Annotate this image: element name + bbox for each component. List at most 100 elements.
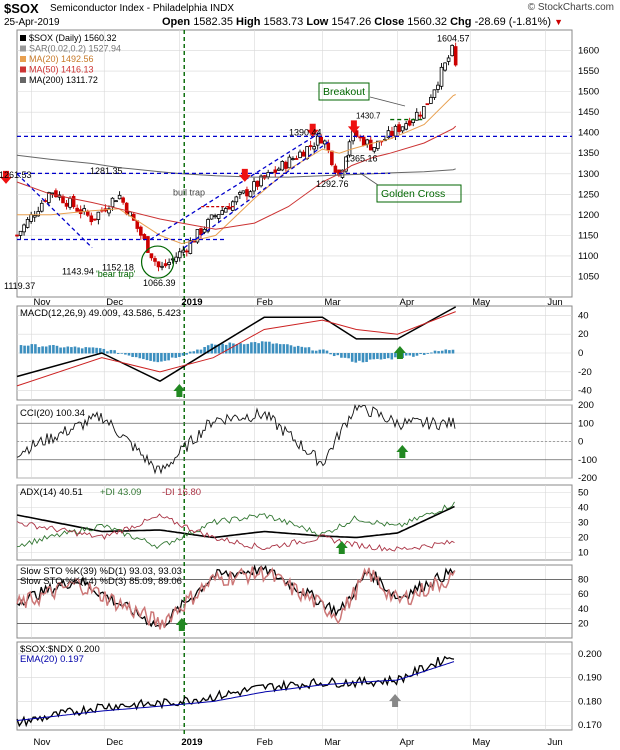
macd-histogram-bar [124,353,127,355]
ratio-legend: $SOX:$NDX 0.200 [20,644,100,655]
high-label: High [236,16,261,28]
macd-histogram-bar [109,349,113,354]
price-annotation: 1430.7 [356,111,381,120]
close-value: 1560.32 [407,16,448,28]
candle-body [365,139,370,145]
macd-histogram-bar [116,353,120,354]
sto-line-0 [16,564,456,629]
candle-body [252,181,256,192]
macd-histogram-bar [394,353,397,358]
x-axis-label: Feb [257,737,273,748]
macd-histogram-bar [181,353,185,356]
panel-frame-price [16,29,573,298]
y-tick-label: 40 [578,604,589,615]
change-value: -28.69 (-1.81%) [474,16,551,28]
candle-body [418,114,423,117]
adx-line-0 [16,505,455,539]
macd-histogram-bar [156,353,160,363]
candle-body [315,135,320,146]
legend-entry: $SOX (Daily) 1560.32 [29,33,117,43]
macd-histogram-bar [311,350,314,354]
legend-entry: MA(50) 1416.13 [29,65,94,75]
y-tick-label: 40 [578,503,589,514]
macd-histogram-bar [44,346,48,354]
candle-body [149,253,154,259]
candle-body [319,136,324,144]
y-tick-label: 30 [578,518,589,529]
price-annotation: Golden Cross [381,188,445,200]
candle-body [305,146,309,159]
candle-body [22,224,26,233]
y-tick-label: 50 [578,488,589,499]
candle-body [139,226,143,236]
candle-body [64,202,69,207]
candle-body [241,190,246,194]
chart-date: 25-Apr-2019 [4,17,60,28]
macd-histogram-bar [325,350,329,354]
macd-histogram-bar [415,353,419,356]
breakout-label-box [318,82,370,101]
adx-legend: ADX(14) 40.51 [20,487,83,498]
y-tick-label: 100 [578,418,594,429]
macd-histogram-bar [84,347,88,354]
legend-entry: SAR(0.02,0.2) 1527.94 [29,44,121,54]
y-tick-label: 1050 [578,271,599,282]
macd-histogram-bar [224,344,228,354]
candle-body [376,140,380,149]
candle-body [386,130,391,139]
candle-body [188,240,193,254]
macd-histogram-bar [278,344,282,354]
stockcharts-attribution: © StockCharts.com [527,2,614,13]
macd-histogram-bar [379,353,383,360]
y-tick-label: 0 [578,437,583,448]
macd-histogram-bar [343,353,347,358]
candle-body [436,84,440,90]
candle-body [167,261,171,265]
macd-histogram-bar [178,353,181,358]
macd-histogram-bar [336,353,340,356]
high-value: 1583.73 [263,16,304,28]
macd-histogram-bar [340,353,343,358]
macd-histogram-bar [365,353,368,362]
candle-body [223,208,228,213]
y-tick-label: 1100 [578,251,598,262]
sto-line-1 [16,566,456,630]
candle-body [15,234,19,237]
ma-line-1 [16,125,457,230]
candle-body [425,103,430,106]
ratio-line-0 [16,655,455,728]
macd-histogram-bar [430,352,433,354]
price-annotation: 1281.35 [90,166,123,176]
change-label: Chg [450,16,472,28]
candle-body [238,192,242,195]
macd-histogram-bar [232,343,235,354]
macd-histogram-bar [167,353,170,361]
candle-body [174,256,178,262]
candle-body [107,208,111,214]
up-channel-2 [183,140,331,249]
candle-body [61,196,65,204]
candle-body [135,220,140,229]
candle-body [213,215,217,218]
macd-histogram-bar [37,347,41,354]
cci-line [16,403,456,475]
macd-histogram-bar [102,348,106,354]
macd-histogram-bar [34,344,37,354]
candle-body [29,214,33,222]
candle-body [163,263,168,267]
chart-symbol: $SOX [4,1,39,16]
x-axis-label: Dec [106,737,123,748]
candle-body [54,190,58,198]
macd-histogram-bar [192,351,196,354]
panel-frame-ratio [16,641,573,731]
y-tick-label: 0.180 [578,696,602,707]
green-arrow-icon [175,618,188,631]
macd-histogram-bar [383,353,386,359]
candle-body [170,258,175,261]
candle-body [185,250,189,253]
macd-histogram-bar [332,353,336,357]
red-arrow-icon [306,123,319,137]
candle-body [287,156,292,169]
macd-histogram-bar [77,347,80,354]
candle-body [93,218,97,221]
